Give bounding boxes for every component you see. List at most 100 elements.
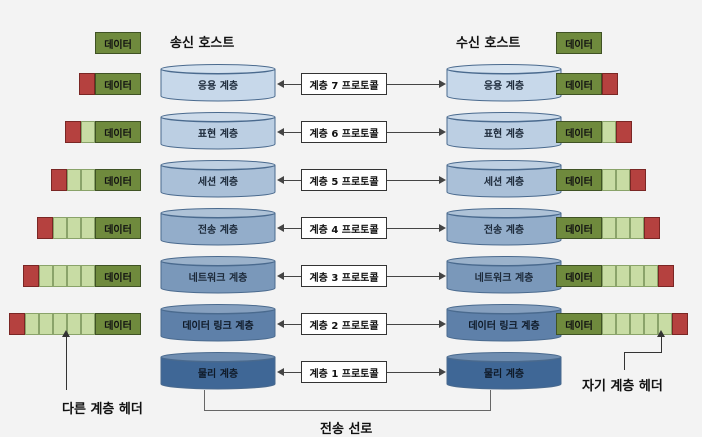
sender-layer-5-shape [160, 256, 276, 294]
protocol-arrow-right-line-4 [387, 228, 439, 229]
sender-packet-6-header [9, 313, 25, 335]
sender-packet-6-lower-header-2 [39, 313, 53, 335]
sender-packet-5-lower-header-1 [39, 265, 53, 287]
protocol-arrow-left-head-1 [277, 80, 284, 88]
receiver-packet-4-data: 데이터 [556, 217, 602, 239]
receiver-top-data: 데이터 [556, 32, 602, 54]
protocol-arrow-right-line-7 [387, 372, 439, 373]
protocol-box-6: 계층 2 프로토콜 [301, 313, 387, 335]
sender-packet-5-header [23, 265, 39, 287]
receiver-packet-1: 데이터 [556, 73, 618, 95]
sender-packet-6-data: 데이터 [95, 313, 141, 335]
receiver-packet-5-lower-header-1 [602, 265, 616, 287]
receiver-layer-1: 응용 계층 [446, 64, 562, 102]
receiver-packet-5-lower-header-2 [616, 265, 630, 287]
receiver-title: 수신 호스트 [456, 36, 521, 51]
left-callout-arrowhead [62, 330, 70, 337]
protocol-arrow-right-head-4 [439, 224, 446, 232]
receiver-layer-7-label: 물리 계층 [483, 369, 525, 380]
receiver-packet-6-header [672, 313, 688, 335]
sender-layer-4-shape [160, 208, 276, 246]
sender-packet-6-lower-header-4 [67, 313, 81, 335]
receiver-packet-4-lower-header-2 [616, 217, 630, 239]
receiver-layer-2: 표현 계층 [446, 112, 562, 150]
receiver-packet-5: 데이터 [556, 265, 674, 287]
other-layer-header-label: 다른 계층 헤더 [62, 402, 143, 417]
sender-layer-4-label: 전송 계층 [197, 225, 239, 236]
sender-packet-6-lower-header-5 [81, 313, 95, 335]
receiver-packet-5-header [658, 265, 674, 287]
sender-top-data: 데이터 [95, 32, 141, 54]
sender-layer-1-label: 응용 계층 [197, 81, 239, 92]
protocol-box-4: 계층 4 프로토콜 [301, 217, 387, 239]
sender-layer-2: 표현 계층 [160, 112, 276, 150]
protocol-arrow-left-line-3 [283, 180, 301, 181]
receiver-layer-5-shape [446, 256, 562, 294]
protocol-arrow-left-head-3 [277, 176, 284, 184]
protocol-arrow-left-line-2 [283, 132, 301, 133]
protocol-arrow-left-head-5 [277, 272, 284, 280]
sender-packet-4-header [37, 217, 53, 239]
transmission-medium-label: 전송 선로 [320, 422, 373, 437]
receiver-packet-5-data: 데이터 [556, 265, 602, 287]
protocol-box-5: 계층 3 프로토콜 [301, 265, 387, 287]
sender-packet-3-lower-header-2 [81, 169, 95, 191]
receiver-layer-5: 네트워크 계층 [446, 256, 562, 294]
protocol-arrow-left-line-6 [283, 324, 301, 325]
sender-layer-6-label: 데이터 링크 계층 [182, 321, 254, 332]
protocol-arrow-right-head-3 [439, 176, 446, 184]
sender-packet-6-lower-header-3 [53, 313, 67, 335]
sender-packet-3-lower-header-1 [67, 169, 81, 191]
receiver-packet-3-lower-header-1 [602, 169, 616, 191]
protocol-box-3: 계층 5 프로토콜 [301, 169, 387, 191]
protocol-arrow-right-line-2 [387, 132, 439, 133]
receiver-layer-1-label: 응용 계층 [483, 81, 525, 92]
receiver-layer-3-label: 세션 계층 [483, 177, 525, 188]
receiver-layer-7: 물리 계층 [446, 352, 562, 390]
protocol-arrow-left-head-6 [277, 320, 284, 328]
protocol-arrow-right-head-5 [439, 272, 446, 280]
sender-packet-3-header [51, 169, 67, 191]
protocol-arrow-left-line-7 [283, 372, 301, 373]
sender-packet-5-lower-header-3 [67, 265, 81, 287]
receiver-packet-3-data: 데이터 [556, 169, 602, 191]
sender-layer-7-label: 물리 계층 [197, 369, 239, 380]
medium-left-vertical [204, 390, 205, 410]
sender-packet-2-lower-header-1 [81, 121, 95, 143]
protocol-arrow-right-head-6 [439, 320, 446, 328]
sender-packet-1: 데이터 [79, 73, 141, 95]
receiver-packet-1-data: 데이터 [556, 73, 602, 95]
protocol-arrow-right-line-1 [387, 84, 439, 85]
protocol-arrow-right-line-6 [387, 324, 439, 325]
sender-packet-4-lower-header-1 [53, 217, 67, 239]
sender-layer-3-label: 세션 계층 [197, 177, 239, 188]
protocol-arrow-right-head-7 [439, 368, 446, 376]
sender-packet-6-lower-header-1 [25, 313, 39, 335]
receiver-packet-6: 데이터 [556, 313, 688, 335]
receiver-packet-1-header [602, 73, 618, 95]
protocol-arrow-right-line-3 [387, 180, 439, 181]
receiver-packet-6-lower-header-1 [602, 313, 616, 335]
sender-layer-3-shape [160, 160, 276, 198]
protocol-arrow-left-line-4 [283, 228, 301, 229]
receiver-packet-3-header [630, 169, 646, 191]
sender-layer-6-shape [160, 304, 276, 342]
sender-layer-7-shape [160, 352, 276, 390]
receiver-layer-6-label: 데이터 링크 계층 [468, 321, 540, 332]
sender-layer-3: 세션 계층 [160, 160, 276, 198]
right-callout-arrowhead [657, 330, 665, 337]
own-layer-header-label: 자기 계층 헤더 [582, 379, 663, 394]
protocol-arrow-right-head-1 [439, 80, 446, 88]
receiver-packet-6-lower-header-4 [644, 313, 658, 335]
protocol-arrow-left-head-4 [277, 224, 284, 232]
sender-layer-2-shape [160, 112, 276, 150]
sender-packet-4-lower-header-3 [81, 217, 95, 239]
sender-packet-6: 데이터 [9, 313, 141, 335]
receiver-packet-2-header [616, 121, 632, 143]
receiver-packet-2-data: 데이터 [556, 121, 602, 143]
protocol-box-2: 계층 6 프로토콜 [301, 121, 387, 143]
receiver-packet-4: 데이터 [556, 217, 660, 239]
sender-packet-5-lower-header-2 [53, 265, 67, 287]
protocol-arrow-left-head-2 [277, 128, 284, 136]
medium-horizontal [204, 410, 491, 411]
